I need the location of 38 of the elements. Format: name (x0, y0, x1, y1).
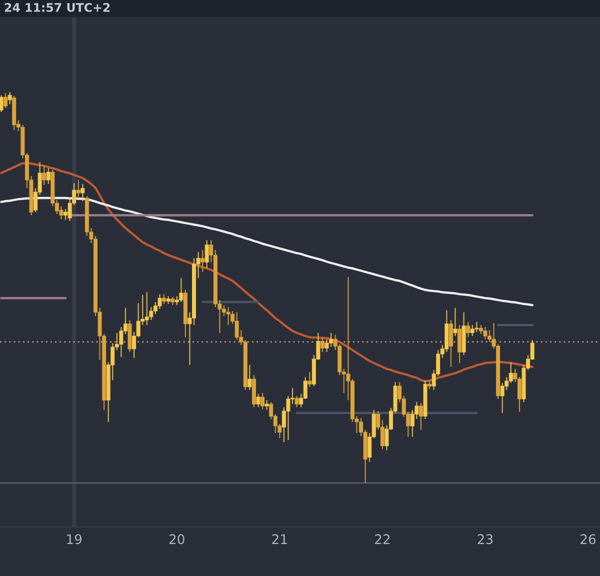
candlestick (483, 326, 488, 340)
candlestick (453, 307, 458, 337)
candlestick (418, 402, 423, 430)
candlestick (0, 94, 4, 113)
candlestick (8, 92, 12, 105)
candlestick (474, 321, 479, 333)
candlestick (162, 294, 166, 305)
x-tick-label: 23 (478, 534, 493, 544)
candlestick (80, 183, 85, 202)
x-tick-label: 21 (272, 534, 287, 544)
candlestick (204, 240, 209, 269)
candlestick (42, 164, 46, 186)
candlestick (458, 324, 462, 364)
candlestick (158, 294, 162, 310)
x-tick-label: 20 (169, 534, 184, 544)
candlestick (260, 392, 265, 410)
candlestick (200, 249, 205, 272)
x-tick-label: 22 (375, 534, 390, 544)
candlestick (466, 321, 470, 338)
candlestick (46, 167, 50, 184)
candlestick (248, 364, 252, 391)
candlestick (308, 371, 312, 388)
x-tick-label: 26 (580, 534, 596, 544)
candlestick (76, 179, 80, 199)
candlestick (179, 278, 184, 303)
candlestick (119, 326, 124, 358)
candlestick (470, 324, 474, 337)
candlestick (144, 292, 149, 326)
x-tick-label: 19 (67, 534, 82, 544)
candlestick (264, 400, 269, 410)
candlestick (256, 393, 260, 408)
candlestick (320, 336, 324, 353)
candlestick (294, 395, 299, 408)
candlestick (226, 306, 230, 326)
text: 24 11:57 UTC+2 (4, 2, 110, 12)
candlestick (448, 319, 453, 368)
candlestick (4, 92, 8, 109)
candlestick (508, 362, 513, 384)
